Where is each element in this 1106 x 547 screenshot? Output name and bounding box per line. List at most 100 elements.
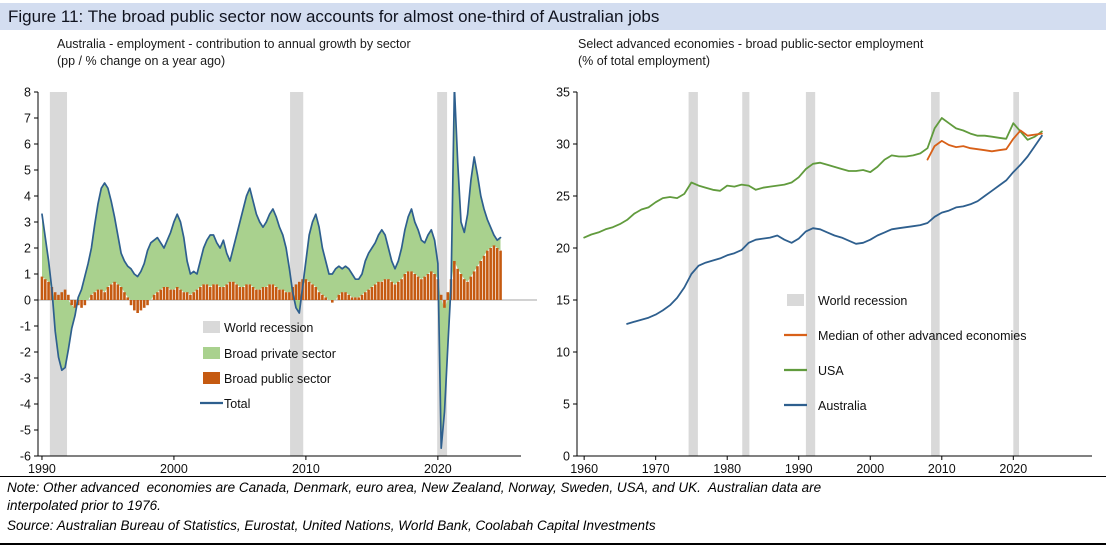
y-tick-label: -5 xyxy=(20,424,31,438)
public-sector-bar xyxy=(499,250,502,300)
public-sector-bar xyxy=(261,287,265,300)
public-sector-bar xyxy=(195,289,199,300)
left-series-group xyxy=(40,92,502,450)
public-sector-bar xyxy=(363,292,367,300)
public-sector-bar xyxy=(380,281,384,300)
public-sector-bar xyxy=(238,287,242,300)
legend-label: World recession xyxy=(818,294,907,308)
public-sector-bar xyxy=(208,287,212,300)
figure-bottom-border xyxy=(0,543,1106,545)
public-sector-bar xyxy=(185,292,189,300)
legend-swatch-public_orange xyxy=(203,372,220,384)
public-sector-bar xyxy=(486,250,489,300)
public-sector-bar xyxy=(340,292,344,300)
y-tick-label: 0 xyxy=(24,294,31,308)
public-sector-bar xyxy=(265,287,268,300)
public-sector-bar xyxy=(271,284,275,300)
public-sector-bar xyxy=(317,292,321,300)
public-sector-bar xyxy=(202,284,205,300)
public-sector-bar xyxy=(245,284,248,300)
legend-swatch-recession_gray xyxy=(203,321,220,333)
y-tick-label: 5 xyxy=(563,398,570,412)
public-sector-bar xyxy=(106,287,110,300)
public-sector-bar xyxy=(446,292,450,300)
public-sector-bar xyxy=(189,294,192,300)
public-sector-bar xyxy=(482,255,486,300)
public-sector-bar xyxy=(324,297,327,300)
public-sector-bar xyxy=(337,294,341,300)
public-sector-bar xyxy=(370,287,374,300)
y-tick-label: 7 xyxy=(24,112,31,126)
public-sector-bar xyxy=(297,281,301,300)
public-sector-bar xyxy=(410,271,413,300)
legend-swatch-recession_gray xyxy=(787,294,804,306)
public-sector-bar xyxy=(175,287,179,300)
public-sector-bar xyxy=(212,284,215,300)
public-sector-bar xyxy=(63,289,67,300)
public-sector-bar xyxy=(96,289,100,300)
source-line: Source: Australian Bureau of Statistics,… xyxy=(7,518,656,533)
public-sector-bar xyxy=(347,294,351,300)
public-sector-bar xyxy=(93,292,97,300)
x-tick-label: 1990 xyxy=(785,462,813,476)
public-sector-bar xyxy=(311,284,314,300)
public-sector-bar xyxy=(492,245,496,300)
x-tick-label: 1990 xyxy=(28,462,56,476)
recession-band xyxy=(290,92,304,456)
legend-label: Median of other advanced economies xyxy=(818,329,1026,343)
public-sector-bar xyxy=(413,274,417,300)
y-tick-label: 10 xyxy=(556,346,570,360)
y-tick-label: 20 xyxy=(556,242,570,256)
public-sector-bar xyxy=(456,268,459,300)
note-line2: interpolated prior to 1976. xyxy=(7,498,161,513)
legend-swatch-private_green xyxy=(203,347,220,359)
public-sector-bar xyxy=(222,287,225,300)
public-sector-bar xyxy=(133,300,136,311)
public-sector-bar xyxy=(232,281,235,300)
public-sector-bar xyxy=(350,297,354,300)
public-sector-bar xyxy=(123,292,126,300)
y-tick-label: 25 xyxy=(556,190,570,204)
public-sector-bar xyxy=(281,289,285,300)
public-sector-bar xyxy=(373,284,377,300)
recession-band xyxy=(49,92,68,456)
public-sector-bar xyxy=(162,287,166,300)
public-sector-bar xyxy=(453,261,456,300)
public-sector-bar xyxy=(400,279,403,300)
public-sector-bar xyxy=(60,292,64,300)
public-sector-bar xyxy=(241,287,245,300)
public-sector-bar xyxy=(274,287,278,300)
public-sector-bar xyxy=(314,287,318,300)
public-sector-bar xyxy=(235,284,238,300)
y-tick-label: -4 xyxy=(20,398,31,412)
x-tick-label: 1960 xyxy=(570,462,598,476)
public-sector-bar xyxy=(426,274,430,300)
recession-band xyxy=(437,92,448,456)
public-sector-bar xyxy=(169,289,172,300)
public-sector-bar xyxy=(225,284,229,300)
usa-line xyxy=(583,117,1043,239)
public-sector-bar xyxy=(116,284,120,300)
legend-label: USA xyxy=(818,364,844,378)
x-tick-label: 2010 xyxy=(928,462,956,476)
public-sector-bar xyxy=(139,300,143,311)
public-sector-bar xyxy=(383,279,387,300)
left-chart-title-line2: (pp / % change on a year ago) xyxy=(57,54,226,68)
x-tick-label: 2000 xyxy=(160,462,188,476)
public-sector-bar xyxy=(73,300,77,308)
public-sector-bar xyxy=(354,297,357,300)
left-chart-title-line1: Australia - employment - contribution to… xyxy=(57,37,411,51)
public-sector-bar xyxy=(344,292,347,300)
public-sector-bar xyxy=(90,294,93,300)
y-tick-label: 8 xyxy=(24,86,31,100)
public-sector-bar xyxy=(228,281,232,300)
public-sector-bar xyxy=(278,289,281,300)
right-chart-title: Select advanced economies - broad public… xyxy=(578,36,923,70)
public-sector-bar xyxy=(462,279,466,300)
public-sector-bar xyxy=(416,276,420,300)
public-sector-bar xyxy=(182,292,186,300)
public-sector-bar xyxy=(495,248,499,300)
public-sector-bar xyxy=(406,271,410,300)
public-sector-bar xyxy=(472,271,476,300)
public-sector-bar xyxy=(307,281,311,300)
